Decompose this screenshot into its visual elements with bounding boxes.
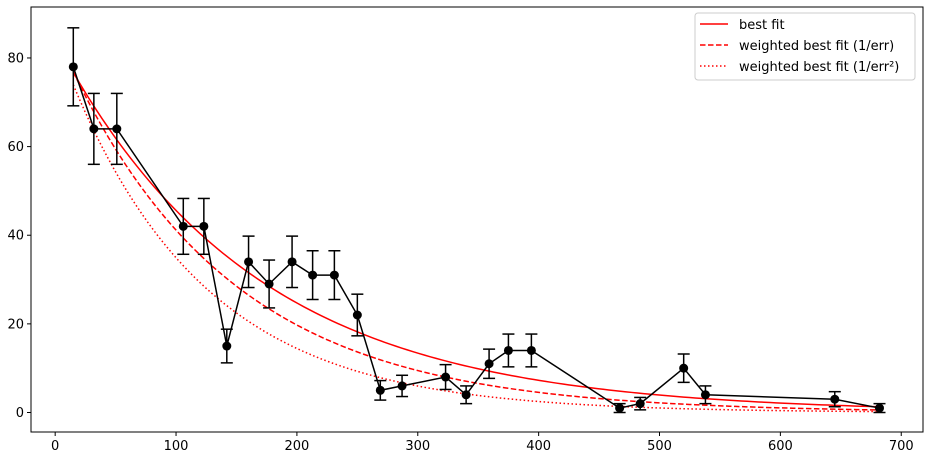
data-point — [329, 270, 339, 280]
legend-label-best-fit: best fit — [739, 18, 785, 33]
y-tick-label: 60 — [7, 140, 24, 155]
data-point — [830, 394, 840, 404]
x-axis: 0 100 200 300 400 500 600 700 — [51, 432, 914, 454]
y-tick-label: 20 — [7, 317, 24, 332]
axes-frame — [30, 6, 924, 433]
y-tick-label: 40 — [7, 229, 24, 244]
y-tick-label: 80 — [7, 51, 24, 66]
fit-line-3 — [72, 84, 880, 413]
data-point — [441, 372, 451, 382]
data-point — [89, 124, 99, 134]
data-point — [503, 345, 513, 355]
legend-label-weighted-err: weighted best fit (1/err) — [739, 39, 894, 54]
data-point — [244, 257, 254, 267]
data-point — [287, 257, 297, 267]
x-tick-label: 100 — [164, 439, 189, 454]
data-point — [199, 221, 209, 231]
data-point — [526, 345, 536, 355]
data-point — [484, 359, 494, 369]
data-point — [615, 403, 625, 413]
data-markers — [68, 62, 884, 413]
data-point — [700, 390, 710, 400]
y-axis: 0 20 40 60 80 — [7, 51, 31, 421]
fit-line-1 — [72, 72, 880, 408]
plot-area — [67, 27, 886, 414]
data-point — [874, 403, 884, 413]
data-point — [635, 399, 645, 409]
x-tick-label: 300 — [405, 439, 430, 454]
x-tick-label: 400 — [526, 439, 551, 454]
data-point — [308, 270, 318, 280]
x-tick-label: 700 — [889, 439, 914, 454]
data-point — [375, 385, 385, 395]
legend-box — [694, 12, 916, 81]
data-point — [397, 381, 407, 391]
fit-lines — [72, 71, 880, 413]
data-point — [461, 390, 471, 400]
legend-label-weighted-err2: weighted best fit (1/err²) — [739, 60, 899, 75]
data-point — [222, 341, 232, 351]
x-tick-label: 0 — [51, 439, 59, 454]
fit-line-2 — [72, 71, 880, 411]
data-point — [178, 221, 188, 231]
y-tick-label: 0 — [16, 406, 24, 421]
data-point — [112, 124, 122, 134]
legend: best fit weighted best fit (1/err) weigh… — [694, 12, 916, 81]
data-point — [352, 310, 362, 320]
data-point — [264, 279, 274, 289]
data-point — [679, 363, 689, 373]
x-tick-label: 200 — [284, 439, 309, 454]
data-point — [68, 62, 78, 72]
x-tick-label: 600 — [768, 439, 793, 454]
x-tick-label: 500 — [647, 439, 672, 454]
